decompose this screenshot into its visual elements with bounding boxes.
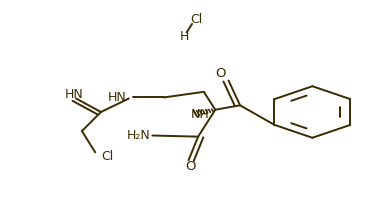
Text: O: O bbox=[185, 160, 196, 173]
Text: O: O bbox=[215, 67, 226, 80]
Text: H: H bbox=[179, 30, 189, 43]
Text: NH: NH bbox=[190, 108, 209, 121]
Text: Cl: Cl bbox=[101, 150, 113, 163]
Text: HN: HN bbox=[108, 91, 126, 104]
Text: H₂N: H₂N bbox=[127, 129, 150, 142]
Text: HN: HN bbox=[65, 88, 84, 101]
Text: Cl: Cl bbox=[190, 13, 202, 26]
